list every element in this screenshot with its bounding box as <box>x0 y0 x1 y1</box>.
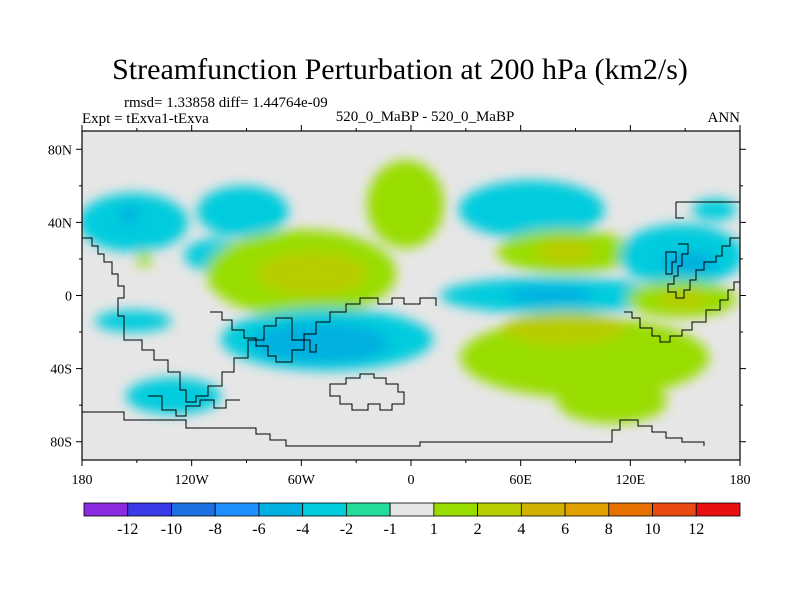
colorbar-swatch <box>433 502 479 517</box>
x-tick-label: 60E <box>509 473 532 488</box>
y-tick-label: 80S <box>50 436 72 451</box>
colorbar-swatch <box>520 502 566 517</box>
contour-s-america-core <box>250 322 390 364</box>
coastline-north-america <box>82 237 317 403</box>
contour-china-core <box>535 238 594 265</box>
colorbar-swatch <box>564 502 610 517</box>
experiment-label: Expt = tExva1-tExva <box>82 111 209 127</box>
x-tick-label: 120E <box>616 473 646 488</box>
colorbar-swatch <box>83 502 129 517</box>
colorbar-label: 6 <box>561 521 569 538</box>
colorbar-label: 12 <box>688 521 704 538</box>
y-tick-label: 40S <box>50 363 72 378</box>
coastline-japan-box <box>675 201 740 219</box>
contour-asia-low <box>458 180 605 239</box>
colorbar-swatch <box>302 502 347 517</box>
coastline-islands <box>665 251 677 275</box>
season-label: ANN <box>707 110 741 126</box>
x-tick-label: 180 <box>730 473 751 488</box>
contour-s-indian-core <box>502 311 627 345</box>
case-label: 520_0_MaBP - 520_0_MaBP <box>335 109 515 125</box>
colorbar-label: -6 <box>252 521 265 538</box>
colorbar-label: -10 <box>161 521 182 538</box>
colorbar-label: -4 <box>296 521 309 538</box>
colorbar-label: 2 <box>474 521 482 538</box>
contour-pacific-small <box>136 251 152 267</box>
y-tick-label: 80N <box>48 143 72 158</box>
coastline-south-america <box>210 297 437 363</box>
axes: 180 120W 60W 0 60E 120E 180 80N 40N 0 40S 80S <box>48 125 751 488</box>
colorbar-swatch <box>127 502 172 517</box>
colorbar-swatch <box>477 502 522 517</box>
contour-n-pacific-small-low <box>692 198 737 221</box>
contour-indian-ocean-core <box>506 286 594 305</box>
coastline-antarctic-island <box>329 373 405 411</box>
coastline-indonesia <box>624 281 740 343</box>
contour-s-pacific-tail <box>125 377 221 415</box>
colorbar-label: -8 <box>209 521 222 538</box>
y-tick-label: 40N <box>48 216 72 231</box>
colorbar-label: -1 <box>383 521 396 538</box>
contour-nw-pacific-core <box>120 205 139 225</box>
x-tick-label: 180 <box>72 473 93 488</box>
colorbar-label: 10 <box>645 521 661 538</box>
colorbar-label: -2 <box>340 521 353 538</box>
x-tick-label: 120W <box>175 473 210 488</box>
coastline-africa-interior <box>148 395 240 417</box>
contour-tropical-w-pacific-low <box>94 310 172 333</box>
colorbar-label: -12 <box>117 521 138 538</box>
x-tick-label: 0 <box>408 473 415 488</box>
colorbar-swatch <box>345 502 391 517</box>
colorbar-swatch <box>214 502 260 517</box>
colorbar-swatch <box>389 502 435 517</box>
stats-text: rmsd= 1.33858 diff= 1.44764e-09 <box>124 95 328 111</box>
colorbar-swatch <box>652 502 697 517</box>
contour-n-america-low <box>197 185 289 238</box>
colorbar-label: 1 <box>430 521 438 538</box>
coastline-asia-pacific <box>667 237 740 299</box>
colorbar-label: 8 <box>605 521 613 538</box>
contour-fill <box>82 160 740 424</box>
colorbar: -12 -10 -8 -6 -4 -2 -1 1 2 4 6 8 10 12 <box>83 502 741 538</box>
colorbar-swatch <box>695 502 741 517</box>
coastlines <box>82 201 740 447</box>
contour-australia-core <box>657 290 709 309</box>
contour-w-pacific-core <box>659 251 719 274</box>
colorbar-swatch <box>608 502 653 517</box>
coastline-antarctica <box>82 411 705 447</box>
x-tick-label: 60W <box>288 473 316 488</box>
colorbar-swatch <box>258 502 304 517</box>
colorbar-swatch <box>171 502 216 517</box>
colorbar-label: 4 <box>517 521 525 538</box>
y-tick-label: 0 <box>65 290 72 305</box>
plot-title: Streamfunction Perturbation at 200 hPa (… <box>112 53 688 86</box>
contour-atlantic-core <box>257 251 368 296</box>
contour-n-atlantic-high <box>367 160 444 248</box>
contour-southern-ocean-high <box>557 379 667 424</box>
